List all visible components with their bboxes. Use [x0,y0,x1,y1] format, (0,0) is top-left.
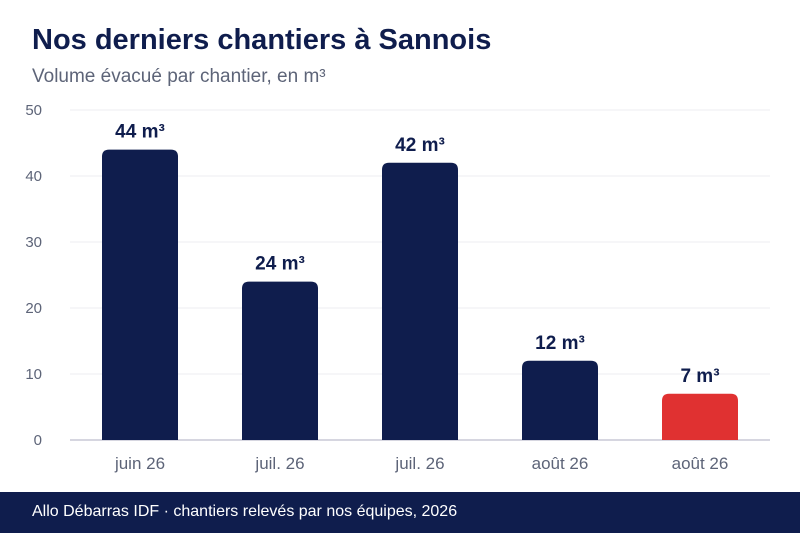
bar-value-label: 42 m³ [395,135,445,156]
y-tick-label: 10 [25,366,42,383]
chart-title: Nos derniers chantiers à Sannois [32,24,492,56]
bar [662,393,738,440]
bar [102,149,178,440]
bar [522,360,598,440]
x-tick-label: août 26 [672,454,729,473]
chart-subtitle: Volume évacué par chantier, en m³ [32,66,326,87]
bar-chart: 0 10 20 30 40 50 44 m³ juin 26 24 m³ juil. 26 42 m… [25,102,770,473]
footer-bar: Allo Débarras IDF · chantiers relevés pa… [0,492,800,533]
bar-value-label: 24 m³ [255,254,305,275]
y-tick-label: 20 [25,300,42,317]
footer-source: Allo Débarras IDF · chantiers relevés pa… [32,503,458,520]
bar [382,162,458,441]
y-tick-label: 30 [25,234,42,251]
bar-value-label: 44 m³ [115,122,165,143]
bar [242,281,318,440]
y-tick-label: 50 [25,102,42,119]
x-tick-label: juil. 26 [394,454,444,473]
bar-value-label: 12 m³ [535,333,585,354]
bar-value-label: 7 m³ [680,366,719,387]
x-tick-label: août 26 [532,454,589,473]
y-tick-label: 40 [25,168,42,185]
y-tick-label: 0 [34,432,42,449]
x-tick-label: juin 26 [114,454,165,473]
x-tick-label: juil. 26 [254,454,304,473]
